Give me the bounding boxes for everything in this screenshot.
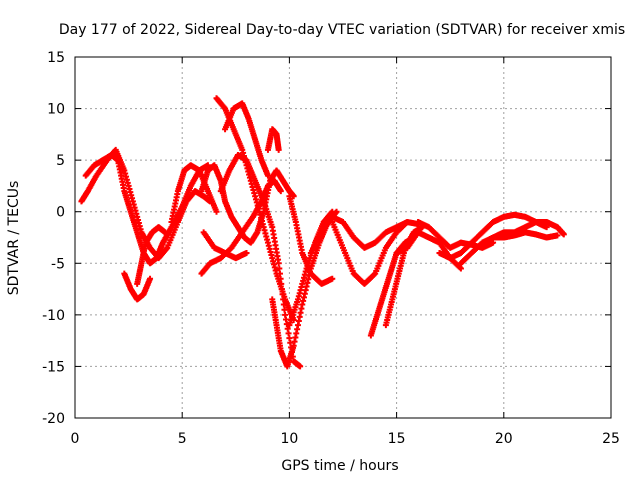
grid-lines bbox=[75, 57, 611, 418]
data-point bbox=[297, 363, 304, 370]
data-point bbox=[243, 249, 250, 256]
series-arc-22 bbox=[436, 211, 550, 262]
y-tick-label: -5 bbox=[51, 256, 65, 272]
data-point bbox=[279, 291, 286, 298]
data-point bbox=[278, 280, 285, 287]
data-point bbox=[280, 296, 287, 303]
data-point bbox=[213, 208, 220, 215]
series-arc-2 bbox=[82, 151, 211, 267]
y-tick-label: -10 bbox=[42, 308, 65, 324]
y-tick-label: -20 bbox=[42, 411, 65, 427]
y-tick-label: 15 bbox=[47, 50, 65, 66]
x-tick-label: 25 bbox=[602, 431, 620, 447]
series-arc-18 bbox=[367, 234, 417, 339]
x-axis-label: GPS time / hours bbox=[281, 458, 398, 474]
x-tick-label: 5 bbox=[178, 431, 187, 447]
data-point bbox=[329, 275, 336, 282]
data-point bbox=[275, 260, 282, 267]
data-point bbox=[554, 232, 561, 239]
data-point bbox=[329, 208, 336, 215]
series-arc-24 bbox=[490, 229, 561, 241]
data-point bbox=[280, 301, 287, 308]
y-axis-label: SDTVAR / TECUs bbox=[6, 181, 22, 296]
data-point bbox=[457, 265, 464, 272]
data-point bbox=[275, 146, 282, 153]
series-arc-10 bbox=[217, 151, 304, 370]
data-point bbox=[277, 188, 284, 195]
data-point bbox=[264, 172, 271, 179]
data-point bbox=[278, 286, 285, 293]
data-point bbox=[490, 239, 497, 246]
y-tick-label: -15 bbox=[42, 359, 65, 375]
plot-frame bbox=[74, 56, 612, 419]
y-tick-label: 10 bbox=[47, 102, 65, 118]
series-arc-12 bbox=[264, 126, 282, 153]
data-point bbox=[162, 229, 169, 236]
series-arc-20 bbox=[393, 229, 464, 272]
x-tick-label: 10 bbox=[280, 431, 298, 447]
data-point bbox=[147, 275, 154, 282]
series-arc-15 bbox=[286, 193, 336, 287]
data-point bbox=[543, 224, 550, 231]
series-arc-17 bbox=[329, 219, 411, 287]
y-tick-label: 5 bbox=[56, 153, 65, 169]
data-point bbox=[404, 219, 411, 226]
series-arc-3 bbox=[121, 270, 154, 303]
chart-title: Day 177 of 2022, Sidereal Day-to-day VTE… bbox=[59, 22, 625, 38]
series-arc-23 bbox=[457, 219, 567, 267]
x-tick-label: 15 bbox=[388, 431, 406, 447]
data-points bbox=[78, 95, 567, 370]
data-point bbox=[277, 275, 284, 282]
data-point bbox=[276, 265, 283, 272]
x-tick-label: 20 bbox=[495, 431, 513, 447]
data-point bbox=[560, 231, 567, 238]
y-tick-label: 0 bbox=[56, 205, 65, 221]
axes: 0 5 10 15 20 25 -20 -15 -10 -5 0 5 10 15 bbox=[42, 50, 620, 447]
data-point bbox=[276, 270, 283, 277]
data-point bbox=[281, 306, 288, 313]
x-tick-label: 0 bbox=[71, 431, 80, 447]
series-arc-4 bbox=[134, 224, 169, 287]
series-arc-11 bbox=[222, 100, 271, 179]
